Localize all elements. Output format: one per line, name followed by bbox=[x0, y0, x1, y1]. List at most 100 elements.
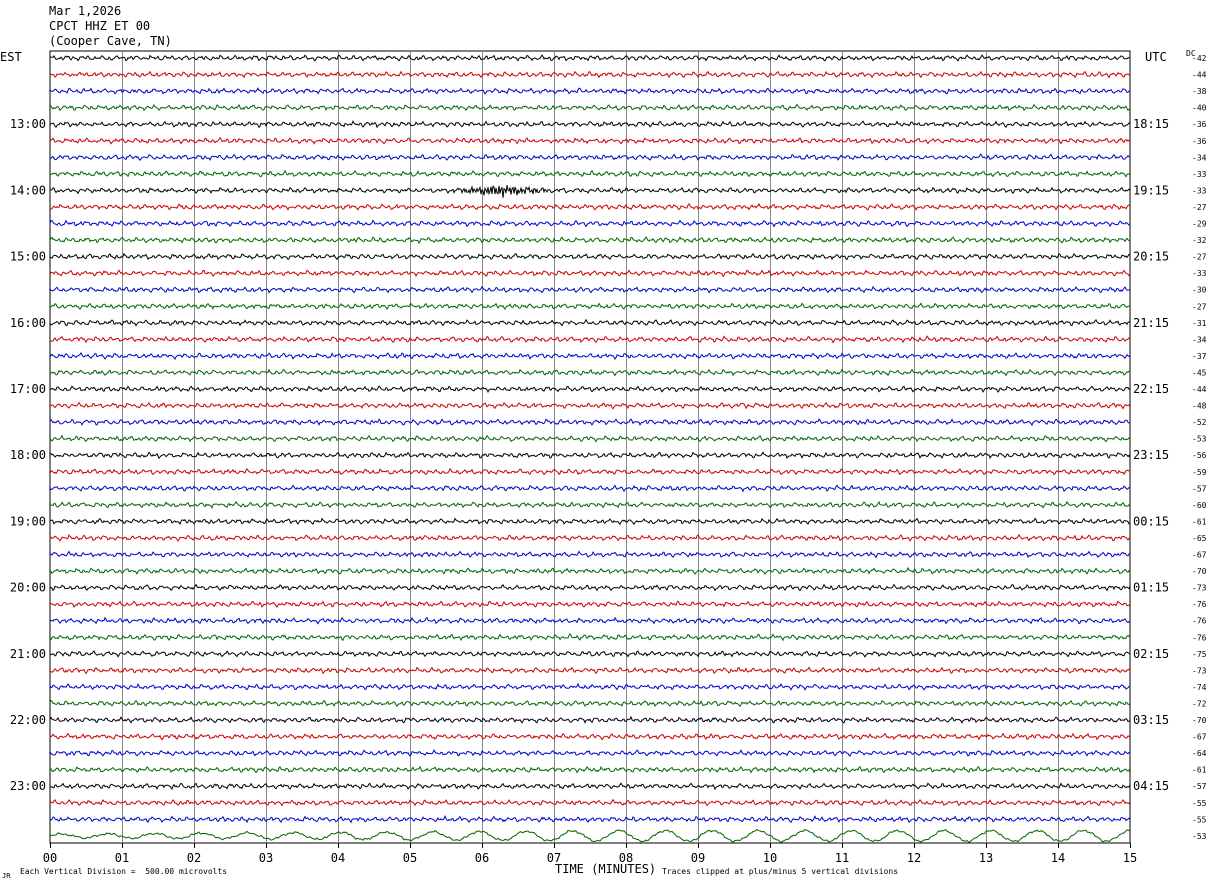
trace-row bbox=[49, 484, 1131, 493]
utc-hour-label: 21:15 bbox=[1133, 316, 1169, 330]
trace-row bbox=[49, 351, 1131, 360]
est-hour-label: 18:00 bbox=[10, 448, 46, 462]
utc-hour-label: 01:15 bbox=[1133, 581, 1169, 595]
trace-row bbox=[49, 335, 1131, 344]
vertical-scale-note: Each Vertical Division = 500.00 microvol… bbox=[20, 867, 228, 876]
est-hour-label: 16:00 bbox=[10, 316, 46, 330]
dc-offset-label: -33 bbox=[1192, 269, 1207, 278]
trace-row bbox=[49, 434, 1131, 443]
dc-offset-header: DC bbox=[1186, 49, 1196, 58]
trace-row bbox=[49, 633, 1131, 642]
dc-offset-label: -64 bbox=[1192, 749, 1207, 758]
dc-offset-label: -61 bbox=[1192, 766, 1207, 775]
est-hour-label: 13:00 bbox=[10, 117, 46, 131]
trace-row bbox=[49, 120, 1131, 129]
dc-offset-label: -48 bbox=[1192, 402, 1207, 411]
dc-offset-label: -57 bbox=[1192, 782, 1207, 791]
trace-row bbox=[49, 550, 1131, 559]
trace-row bbox=[49, 600, 1131, 609]
dc-offset-label: -33 bbox=[1192, 170, 1207, 179]
dc-offset-label: -29 bbox=[1192, 220, 1207, 229]
dc-offset-label: -27 bbox=[1192, 253, 1207, 262]
trace-row bbox=[49, 666, 1131, 675]
x-tick-label: 03 bbox=[259, 851, 273, 865]
trace-row bbox=[49, 318, 1131, 327]
trace-row bbox=[49, 153, 1131, 162]
trace-row bbox=[49, 749, 1131, 757]
trace-row bbox=[49, 566, 1131, 576]
x-tick-label: 04 bbox=[331, 851, 345, 865]
dc-offset-label: -34 bbox=[1192, 335, 1207, 344]
trace-row bbox=[49, 202, 1131, 211]
dc-offset-label: -61 bbox=[1192, 517, 1207, 526]
dc-offset-label: -27 bbox=[1192, 203, 1207, 212]
utc-hour-label: 04:15 bbox=[1133, 779, 1169, 793]
trace-row bbox=[50, 54, 1131, 62]
trace-row bbox=[49, 500, 1131, 509]
est-hour-label: 15:00 bbox=[10, 250, 46, 264]
trace-row bbox=[49, 418, 1131, 427]
dc-offset-label: -72 bbox=[1192, 699, 1207, 708]
dc-offset-label: -57 bbox=[1192, 484, 1207, 493]
trace-row bbox=[49, 467, 1131, 476]
dc-offset-label: -36 bbox=[1192, 120, 1207, 129]
trace-row bbox=[49, 302, 1131, 311]
dc-offset-label: -65 bbox=[1192, 534, 1207, 543]
dc-offset-label: -70 bbox=[1192, 716, 1207, 725]
x-tick-label: 10 bbox=[763, 851, 777, 865]
trace-row bbox=[49, 385, 1131, 393]
x-tick-label: 00 bbox=[43, 851, 57, 865]
station-code: CPCT HHZ ET 00 bbox=[49, 19, 151, 33]
est-hour-label: 21:00 bbox=[10, 647, 46, 661]
dc-offset-label: -42 bbox=[1192, 54, 1207, 63]
est-hour-label: 17:00 bbox=[10, 382, 46, 396]
x-tick-label: 09 bbox=[691, 851, 705, 865]
est-hour-label: 23:00 bbox=[10, 779, 46, 793]
dc-offset-label: -75 bbox=[1192, 650, 1207, 659]
x-tick-label: 01 bbox=[115, 851, 129, 865]
trace-row bbox=[49, 285, 1131, 294]
trace-row bbox=[49, 650, 1131, 658]
x-tick-label: 12 bbox=[907, 851, 921, 865]
utc-hour-label: 18:15 bbox=[1133, 117, 1169, 131]
dc-offset-label: -55 bbox=[1192, 799, 1207, 808]
dc-offset-label: -37 bbox=[1192, 352, 1207, 361]
dc-offset-label: -30 bbox=[1192, 286, 1207, 295]
trace-row bbox=[49, 219, 1131, 228]
trace-row bbox=[49, 798, 1131, 807]
trace-row bbox=[49, 185, 1131, 198]
dc-offset-label: -36 bbox=[1192, 137, 1207, 146]
dc-offset-label: -34 bbox=[1192, 153, 1207, 162]
dc-offset-label: -67 bbox=[1192, 551, 1207, 560]
x-tick-label: 13 bbox=[979, 851, 993, 865]
dc-offset-label: -73 bbox=[1192, 666, 1207, 675]
dc-offset-label: -53 bbox=[1192, 435, 1207, 444]
dc-offset-label: -60 bbox=[1192, 501, 1207, 510]
corner-mark: JR bbox=[2, 872, 11, 880]
dc-offset-label: -73 bbox=[1192, 584, 1207, 593]
trace-row bbox=[49, 103, 1131, 112]
x-tick-label: 08 bbox=[619, 851, 633, 865]
dc-offset-label: -70 bbox=[1192, 567, 1207, 576]
trace-row bbox=[49, 765, 1131, 774]
trace-row bbox=[49, 828, 1131, 843]
trace-row bbox=[49, 682, 1131, 691]
dc-offset-label: -44 bbox=[1192, 385, 1207, 394]
dc-offset-label: -32 bbox=[1192, 236, 1207, 245]
clipping-note: Traces clipped at plus/minus 5 vertical … bbox=[662, 867, 899, 876]
utc-hour-label: 23:15 bbox=[1133, 448, 1169, 462]
trace-row bbox=[49, 732, 1131, 741]
utc-hour-label: 22:15 bbox=[1133, 382, 1169, 396]
dc-offset-label: -52 bbox=[1192, 418, 1207, 427]
left-timezone-label: EST bbox=[0, 50, 22, 64]
plot-frame bbox=[49, 50, 1131, 844]
trace-row bbox=[49, 401, 1131, 410]
trace-row bbox=[49, 136, 1131, 145]
trace-row bbox=[49, 252, 1131, 261]
dc-offset-label: -59 bbox=[1192, 468, 1207, 477]
trace-row bbox=[49, 616, 1131, 625]
station-location: (Cooper Cave, TN) bbox=[49, 34, 172, 48]
trace-row bbox=[49, 70, 1131, 79]
x-tick-label: 15 bbox=[1123, 851, 1137, 865]
